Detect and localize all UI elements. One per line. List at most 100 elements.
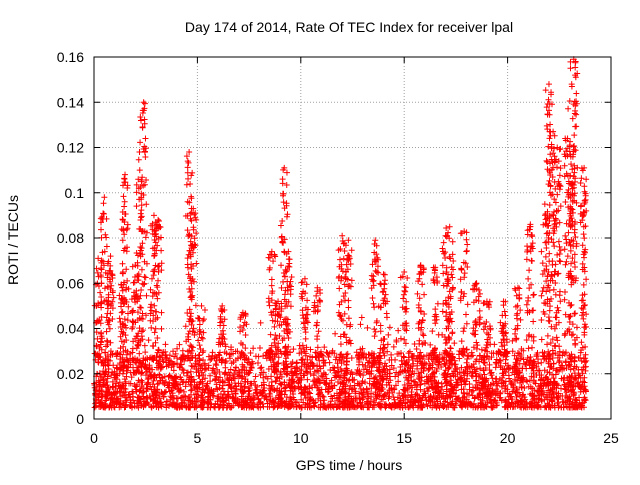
roti-point — [528, 333, 535, 340]
roti-point — [286, 328, 293, 335]
roti-point — [199, 317, 206, 324]
roti-point — [449, 274, 456, 281]
roti-point — [134, 259, 141, 266]
roti-point — [580, 281, 587, 288]
roti-point — [268, 373, 275, 380]
roti-point — [138, 196, 145, 203]
roti-point — [184, 355, 191, 362]
roti-point — [153, 308, 160, 315]
roti-point — [565, 186, 572, 193]
roti-point — [448, 264, 455, 271]
y-tick-label: 0.08 — [57, 230, 84, 246]
roti-point — [138, 213, 145, 220]
roti-point — [217, 305, 224, 312]
roti-point — [571, 226, 578, 233]
roti-point — [168, 387, 175, 394]
roti-point — [552, 215, 559, 222]
roti-point — [581, 301, 588, 308]
roti-point — [470, 330, 476, 337]
roti-point — [415, 301, 422, 308]
roti-point — [581, 302, 588, 309]
roti-point — [150, 343, 157, 350]
roti-point — [547, 183, 554, 190]
roti-point — [130, 364, 137, 371]
roti-point — [258, 364, 265, 371]
roti-point — [185, 336, 192, 343]
roti-point — [189, 169, 196, 176]
roti-point — [116, 292, 123, 299]
roti-point — [558, 385, 565, 392]
roti-point — [512, 403, 519, 410]
roti-point — [307, 346, 314, 353]
roti-point — [377, 280, 384, 287]
roti-point — [155, 347, 162, 354]
roti-point — [369, 295, 376, 302]
roti-point — [187, 289, 194, 296]
roti-point — [480, 320, 487, 327]
roti-point — [136, 395, 143, 402]
roti-point — [566, 326, 573, 333]
roti-point — [473, 385, 480, 392]
roti-point — [103, 379, 110, 385]
roti-point — [580, 305, 587, 312]
roti-point — [121, 362, 128, 369]
roti-peak-point — [219, 302, 226, 309]
roti-peak-point — [239, 309, 246, 316]
roti-point — [426, 360, 433, 367]
roti-point — [322, 359, 329, 366]
roti-point — [151, 374, 158, 381]
roti-point — [118, 303, 125, 310]
roti-point — [552, 199, 559, 206]
roti-point — [120, 217, 127, 224]
roti-point — [523, 400, 530, 407]
roti-point — [513, 312, 520, 319]
roti-point — [552, 279, 559, 286]
roti-point — [298, 349, 305, 356]
roti-point — [541, 212, 548, 219]
roti-point — [266, 391, 273, 398]
roti-point — [489, 404, 496, 411]
roti-point — [230, 375, 237, 382]
roti-point — [551, 132, 558, 139]
roti-point — [120, 321, 127, 328]
roti-point — [279, 239, 286, 246]
roti-point — [551, 325, 558, 332]
roti-point — [281, 368, 288, 375]
roti-point — [189, 292, 196, 299]
roti-point — [128, 296, 135, 303]
roti-point — [550, 286, 557, 293]
roti-point — [108, 372, 115, 379]
roti-point — [352, 395, 359, 402]
roti-point — [416, 352, 423, 359]
roti-point — [481, 359, 488, 366]
roti-point — [153, 403, 160, 410]
roti-point — [411, 398, 418, 405]
roti-point — [157, 365, 164, 372]
roti-point — [447, 293, 454, 300]
roti-point — [148, 324, 155, 331]
roti-point — [198, 334, 205, 341]
roti-point — [461, 325, 468, 332]
roti-point — [317, 365, 324, 372]
roti-point — [543, 355, 550, 362]
roti-point — [377, 328, 384, 335]
roti-point — [546, 213, 553, 220]
roti-point — [565, 105, 572, 112]
roti-point — [445, 336, 452, 343]
roti-point — [341, 375, 348, 382]
roti-point — [570, 383, 577, 390]
roti-point — [326, 402, 333, 409]
roti-point — [144, 355, 151, 362]
roti-point — [561, 296, 568, 303]
roti-point — [407, 364, 414, 371]
roti-point — [155, 346, 162, 353]
roti-point — [169, 361, 176, 368]
roti-point — [282, 358, 289, 365]
roti-point — [548, 166, 555, 173]
roti-point — [342, 397, 349, 404]
roti-point — [200, 372, 207, 379]
roti-point — [568, 161, 575, 168]
roti-point — [129, 355, 136, 362]
roti-point — [463, 248, 470, 255]
roti-point — [188, 362, 195, 369]
